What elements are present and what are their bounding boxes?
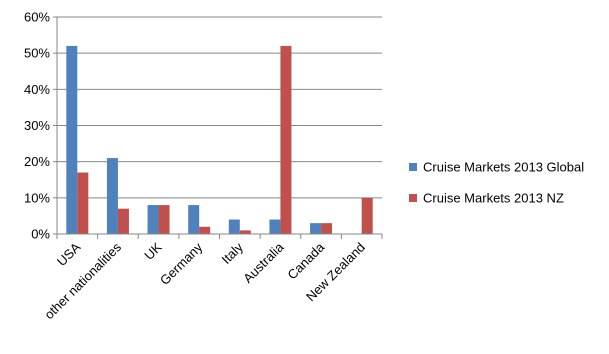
bar-global-germany — [188, 205, 200, 234]
y-tick-label: 20% — [24, 154, 50, 169]
legend: Cruise Markets 2013 Global Cruise Markets… — [409, 160, 584, 206]
x-tick-label: Germany — [157, 239, 206, 288]
axes — [53, 16, 383, 239]
bar-nz-australia — [280, 45, 292, 234]
bar-nz-italy — [239, 230, 251, 234]
legend-label: Cruise Markets 2013 Global — [423, 160, 584, 175]
y-tick-label: 40% — [24, 82, 50, 97]
y-tick-label: 30% — [24, 118, 50, 133]
y-tick-labels: 0% 10% 20% 30% 40% 50% 60% — [24, 10, 50, 242]
bar-nz-germany — [199, 226, 211, 234]
x-tick-label: UK — [141, 239, 165, 263]
bar-global-canada — [310, 223, 322, 234]
x-tick-label: other nationalities — [41, 239, 124, 322]
bar-global-other-nationalities — [106, 158, 118, 234]
legend-label: Cruise Markets 2013 NZ — [423, 191, 564, 206]
bar-global-uk — [147, 205, 159, 234]
gridlines — [57, 16, 382, 199]
y-tick-label: 60% — [24, 10, 50, 25]
y-tick-label: 10% — [24, 190, 50, 205]
y-tick-label: 50% — [24, 46, 50, 61]
x-tick-label: Australia — [240, 239, 287, 286]
bar-nz-usa — [77, 172, 89, 234]
bar-global-usa — [66, 45, 78, 234]
bar-nz-canada — [321, 223, 333, 234]
x-tick-label: Italy — [218, 239, 246, 267]
bar-global-australia — [269, 219, 281, 234]
legend-swatch — [409, 163, 417, 171]
bar-nz-other-nationalities — [117, 208, 129, 234]
y-tick-label: 0% — [31, 227, 50, 242]
bar-global-italy — [228, 219, 240, 234]
x-tick-label: USA — [54, 239, 84, 269]
bar-nz-new-zealand — [361, 197, 373, 234]
bars — [66, 45, 373, 234]
legend-swatch — [409, 194, 417, 202]
bar-nz-uk — [158, 205, 170, 234]
